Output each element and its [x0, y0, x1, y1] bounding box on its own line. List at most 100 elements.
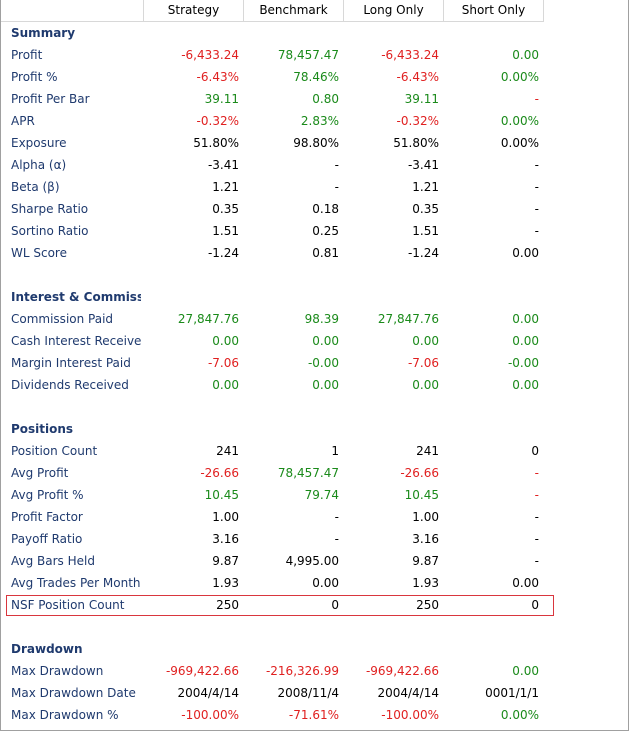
row-label: Avg Profit [11, 466, 69, 480]
row-value: 241 [216, 444, 239, 458]
row-value: 10.45 [404, 488, 439, 502]
row-value: 1.51 [412, 224, 439, 238]
row-value: 0.00 [312, 334, 339, 348]
row-value: 0.81 [312, 246, 339, 260]
row-value: - [534, 554, 539, 568]
row-label: Avg Trades Per Month [11, 576, 141, 590]
row-value: 0.00 [512, 334, 539, 348]
row-value: - [334, 158, 339, 172]
row-value: 0.35 [212, 202, 239, 216]
row-label: Max Drawdown [11, 664, 104, 678]
row-value: -6.43% [196, 70, 239, 84]
row-value: 0.35 [412, 202, 439, 216]
row-value: 2004/4/14 [177, 686, 239, 700]
row-value: - [534, 158, 539, 172]
row-value: 0.00% [500, 708, 539, 722]
row-value: 0.00 [312, 378, 339, 392]
section-title: Summary [11, 26, 76, 40]
highlight-box [6, 595, 554, 616]
row-value: - [534, 488, 539, 502]
row-value: 0 [531, 598, 539, 612]
row-value: 1.51 [212, 224, 239, 238]
row-value: 98.39 [304, 312, 339, 326]
column-header: Benchmark [244, 0, 344, 22]
row-value: - [334, 510, 339, 524]
row-value: 4,995.00 [285, 554, 339, 568]
row-value: - [534, 510, 539, 524]
row-label: Cash Interest Received [11, 334, 141, 348]
row-value: 3.16 [412, 532, 439, 546]
row-label: Dividends Received [11, 378, 129, 392]
row-value: 9.87 [212, 554, 239, 568]
row-value: 0001/1/1 [485, 686, 539, 700]
row-value: 51.80% [393, 136, 439, 150]
row-value: 78,457.47 [277, 48, 339, 62]
row-value: 0.00 [212, 334, 239, 348]
row-value: 2.83% [300, 114, 339, 128]
row-label: Avg Profit % [11, 488, 84, 502]
row-label: WL Score [11, 246, 67, 260]
row-value: 2008/11/4 [277, 686, 339, 700]
row-value: 0 [531, 444, 539, 458]
row-label: Sortino Ratio [11, 224, 89, 238]
row-value: - [534, 92, 539, 106]
column-header: Long Only [344, 0, 444, 22]
row-label: Profit Factor [11, 510, 83, 524]
row-value: 79.74 [304, 488, 339, 502]
row-value: 0.00% [500, 114, 539, 128]
row-value: 241 [416, 444, 439, 458]
row-value: 1.00 [212, 510, 239, 524]
row-value: - [534, 532, 539, 546]
row-label: Margin Interest Paid [11, 356, 131, 370]
row-label: Position Count [11, 444, 98, 458]
row-value: -0.00 [307, 356, 339, 370]
row-value: 9.87 [412, 554, 439, 568]
row-value: 27,847.76 [177, 312, 239, 326]
row-value: 78,457.47 [277, 466, 339, 480]
row-value: 1.21 [412, 180, 439, 194]
column-header: Short Only [444, 0, 544, 22]
column-header: Strategy [144, 0, 244, 22]
row-value: 3.16 [212, 532, 239, 546]
row-value: - [534, 180, 539, 194]
row-value: 0.00 [512, 246, 539, 260]
row-value: 0.25 [312, 224, 339, 238]
row-label: Profit [11, 48, 43, 62]
row-value: -0.32% [396, 114, 439, 128]
row-value: -7.06 [207, 356, 239, 370]
row-value: -26.66 [200, 466, 239, 480]
row-value: - [334, 532, 339, 546]
row-value: 1 [331, 444, 339, 458]
row-label: Max Drawdown % [11, 708, 119, 722]
row-label: Payoff Ratio [11, 532, 83, 546]
row-label: NSF Position Count [11, 598, 125, 612]
row-value: -0.32% [196, 114, 239, 128]
row-value: -100.00% [381, 708, 439, 722]
row-value: -969,422.66 [165, 664, 239, 678]
row-value: 10.45 [204, 488, 239, 502]
row-value: 1.00 [412, 510, 439, 524]
row-value: 27,847.76 [377, 312, 439, 326]
row-value: - [534, 202, 539, 216]
row-value: -1.24 [407, 246, 439, 260]
row-value: 0.00 [312, 576, 339, 590]
row-value: 250 [416, 598, 439, 612]
row-value: -216,326.99 [265, 664, 339, 678]
row-value: -0.00 [507, 356, 539, 370]
row-label: Alpha (α) [11, 158, 67, 172]
row-value: 1.21 [212, 180, 239, 194]
row-value: 0.18 [312, 202, 339, 216]
row-label: APR [11, 114, 35, 128]
row-value: -26.66 [400, 466, 439, 480]
row-value: -6.43% [396, 70, 439, 84]
row-value: 51.80% [193, 136, 239, 150]
row-value: 39.11 [204, 92, 239, 106]
row-label: Beta (β) [11, 180, 60, 194]
row-value: 0.00 [212, 378, 239, 392]
row-value: 0.00 [512, 576, 539, 590]
row-value: 250 [216, 598, 239, 612]
row-label: Exposure [11, 136, 67, 150]
row-value: -71.61% [288, 708, 339, 722]
row-value: 98.80% [293, 136, 339, 150]
